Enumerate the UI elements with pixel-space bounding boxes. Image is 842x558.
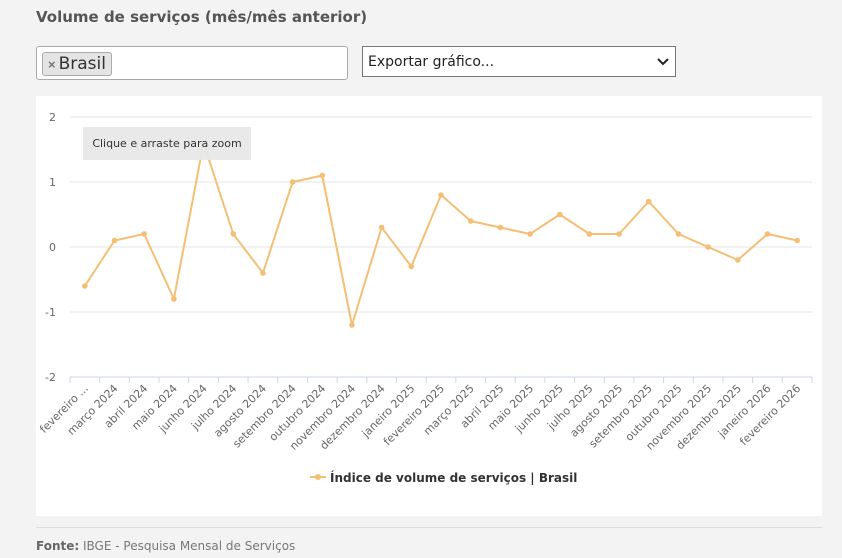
data-point[interactable] — [705, 244, 711, 250]
data-point[interactable] — [171, 296, 177, 302]
data-point[interactable] — [230, 231, 237, 237]
data-point[interactable] — [794, 237, 800, 244]
footer-divider — [36, 527, 822, 528]
data-point[interactable] — [645, 198, 652, 205]
y-tick-label: 2 — [49, 111, 56, 124]
data-point[interactable] — [408, 263, 415, 270]
y-tick-label: -1 — [45, 306, 56, 319]
data-point[interactable] — [141, 231, 147, 237]
legend-item[interactable]: Índice de volume de serviços | Brasil — [330, 470, 577, 485]
data-point[interactable] — [82, 283, 88, 289]
tag-label: Brasil — [58, 54, 106, 74]
y-tick-label: 0 — [49, 241, 56, 254]
y-tick-label: 1 — [49, 176, 56, 189]
data-point[interactable] — [260, 270, 266, 276]
data-point[interactable] — [764, 231, 771, 237]
chevron-down-icon — [657, 57, 669, 65]
export-chart-select[interactable]: Exportar gráfico... — [362, 46, 676, 77]
source-text: IBGE - Pesquisa Mensal de Serviços — [83, 539, 296, 553]
page-title: Volume de serviços (mês/mês anterior) — [36, 8, 368, 26]
data-point[interactable] — [527, 231, 533, 237]
selected-tag-brasil: × Brasil — [42, 52, 112, 76]
legend-marker — [315, 474, 321, 480]
source-label: Fonte: — [36, 539, 80, 553]
remove-tag-icon[interactable]: × — [48, 56, 56, 72]
data-point[interactable] — [378, 224, 385, 231]
data-point[interactable] — [111, 237, 118, 244]
source-footer: Fonte: IBGE - Pesquisa Mensal de Serviço… — [36, 539, 295, 553]
data-point[interactable] — [467, 218, 474, 224]
y-tick-label: -2 — [45, 371, 56, 384]
data-point[interactable] — [616, 231, 622, 237]
data-point[interactable] — [289, 179, 296, 185]
zoom-tooltip: Clique e arraste para zoom — [83, 127, 251, 160]
data-point[interactable] — [438, 192, 444, 198]
plot-background — [36, 96, 822, 516]
data-point[interactable] — [735, 257, 741, 263]
data-point[interactable] — [586, 231, 593, 237]
export-chart-label: Exportar gráfico... — [368, 53, 495, 70]
data-point[interactable] — [497, 224, 504, 231]
data-point[interactable] — [675, 231, 682, 237]
data-point[interactable] — [349, 322, 355, 328]
location-select[interactable]: × Brasil — [36, 46, 348, 80]
data-point[interactable] — [556, 211, 563, 218]
data-point[interactable] — [319, 172, 326, 179]
